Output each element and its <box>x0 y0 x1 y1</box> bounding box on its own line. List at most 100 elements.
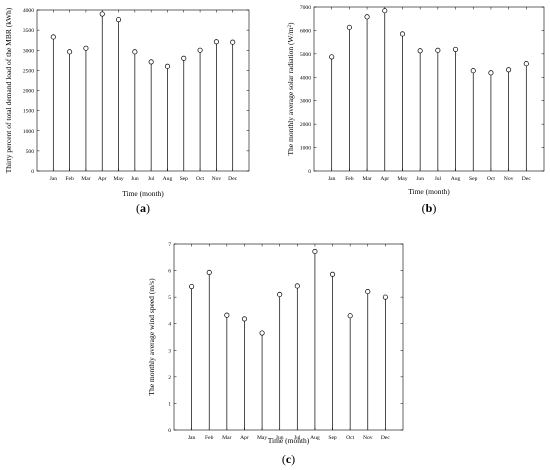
y-axis-label: The monthly average wind speed (m/s) <box>147 278 156 396</box>
y-tick-label: 4000 <box>23 8 34 14</box>
y-tick-label: 3000 <box>23 48 34 54</box>
x-tick-label: May <box>257 435 267 441</box>
stem-marker <box>277 291 283 298</box>
x-tick-label: Feb <box>65 176 74 182</box>
stem-marker <box>259 330 265 336</box>
y-tick-label: 5 <box>168 295 171 301</box>
x-tick-label: Dec <box>381 435 391 441</box>
stem-marker <box>506 67 512 73</box>
y-tick-label: 6000 <box>300 28 311 34</box>
x-tick-label: Jul <box>294 435 301 441</box>
stem-marker <box>329 271 336 277</box>
stem-marker <box>470 68 476 74</box>
y-tick-label: 2000 <box>300 122 311 128</box>
y-tick-label: 500 <box>26 149 35 155</box>
stem-marker <box>148 59 154 65</box>
x-tick-label: Feb <box>345 176 354 182</box>
x-tick-label: Sep <box>180 176 189 182</box>
chart-b: 0 1000 2000 3000 4000 5000 6000 7000 Jan Feb Mar Ap… <box>286 5 545 215</box>
y-tick-label: 0 <box>31 169 34 175</box>
stem-marker <box>329 54 335 60</box>
x-tick-label: Apr <box>380 176 389 182</box>
x-tick-label: Aug <box>163 176 173 182</box>
stem-marker <box>523 61 529 67</box>
y-tick-label: 7 <box>168 242 171 248</box>
x-tick-label: Aug <box>310 435 320 441</box>
y-tick-label: 4000 <box>300 75 311 81</box>
y-tick-label: 3000 <box>300 99 311 105</box>
plot-frame <box>313 6 545 172</box>
y-tick-label: 2000 <box>23 89 34 95</box>
stem-marker <box>189 283 195 290</box>
y-tick-label: 5000 <box>300 52 311 58</box>
y-tick-label: 3500 <box>23 28 34 34</box>
y-tick-label: 0 <box>168 428 171 434</box>
stem-marker <box>488 70 494 76</box>
stem-marker <box>181 55 187 61</box>
x-tick-label: Oct <box>346 435 355 441</box>
x-tick-label: Nov <box>212 176 222 182</box>
y-axis-label-superscript: 2 <box>288 24 293 27</box>
stem-marker <box>197 47 203 53</box>
plot-frame <box>173 243 404 431</box>
stem-marker <box>435 47 441 53</box>
x-tick-label: Jul <box>148 176 155 182</box>
x-tick-label: Nov <box>363 435 373 441</box>
x-tick-label: Oct <box>196 176 205 182</box>
x-tick-label: Jun <box>416 176 424 182</box>
x-tick-label: Jun <box>131 176 139 182</box>
y-axis-label: The monthly average solar radiation (W/m… <box>286 22 295 156</box>
x-tick-label: Jan <box>188 435 196 441</box>
stem-marker <box>50 34 56 40</box>
plot-frame <box>36 9 250 172</box>
x-tick-label: May <box>113 176 123 182</box>
y-axis-label-end: ) <box>286 22 295 25</box>
stem-marker <box>294 283 300 289</box>
stem-marker <box>164 63 171 69</box>
chart-c: 0 1 2 3 4 5 6 7 Jan Feb Mar Apr May Jun Jul Aug Sep Oct No… <box>147 242 404 466</box>
panel-letter: c <box>286 452 292 466</box>
x-tick-label: Dec <box>522 176 532 182</box>
stem-marker <box>83 45 89 51</box>
x-tick-label: May <box>397 176 407 182</box>
stem-marker <box>364 14 370 20</box>
panel-label: (b) <box>422 201 437 215</box>
x-tick-label: Mar <box>81 176 90 182</box>
x-tick-label: Dec <box>228 176 238 182</box>
stem-marker <box>67 49 73 55</box>
stem-marker <box>132 49 138 55</box>
stem-marker <box>452 46 459 52</box>
stem-marker <box>99 11 105 17</box>
stem-marker <box>312 248 318 254</box>
x-axis-label: Time (month) <box>122 189 164 198</box>
stem-marker <box>346 24 352 30</box>
x-tick-label: Jun <box>276 435 284 441</box>
panel-label: (a) <box>136 201 150 215</box>
chart-a: 0 500 1000 1500 2000 2500 3000 3500 4000 Jan Feb Ma… <box>4 7 250 215</box>
stem-marker <box>347 313 353 319</box>
stem-marker <box>115 17 122 23</box>
y-tick-label: 2500 <box>23 68 34 74</box>
stem-marker <box>382 8 388 14</box>
y-tick-label: 1000 <box>300 146 311 152</box>
y-tick-label: 6 <box>168 269 171 275</box>
x-tick-label: Apr <box>98 176 107 182</box>
x-tick-label: Feb <box>205 435 214 441</box>
stem-marker <box>206 269 212 275</box>
x-tick-label: Nov <box>504 176 514 182</box>
stem-marker <box>382 294 388 300</box>
y-tick-label: 7000 <box>300 5 311 11</box>
x-tick-label: Jul <box>435 176 442 182</box>
x-axis-label: Time (month) <box>268 436 310 445</box>
x-tick-label: Apr <box>240 435 249 441</box>
stem-marker <box>224 312 230 318</box>
x-tick-label: Aug <box>451 176 461 182</box>
stem-marker <box>417 48 423 54</box>
stem-marker <box>241 316 248 322</box>
stem-marker <box>365 289 371 295</box>
y-tick-label: 0 <box>308 169 311 175</box>
x-tick-label: Mar <box>222 435 231 441</box>
panel-label: (c) <box>282 452 295 466</box>
y-axis-label: Thirty percent of total demand load of t… <box>4 7 13 173</box>
x-tick-label: Mar <box>362 176 371 182</box>
